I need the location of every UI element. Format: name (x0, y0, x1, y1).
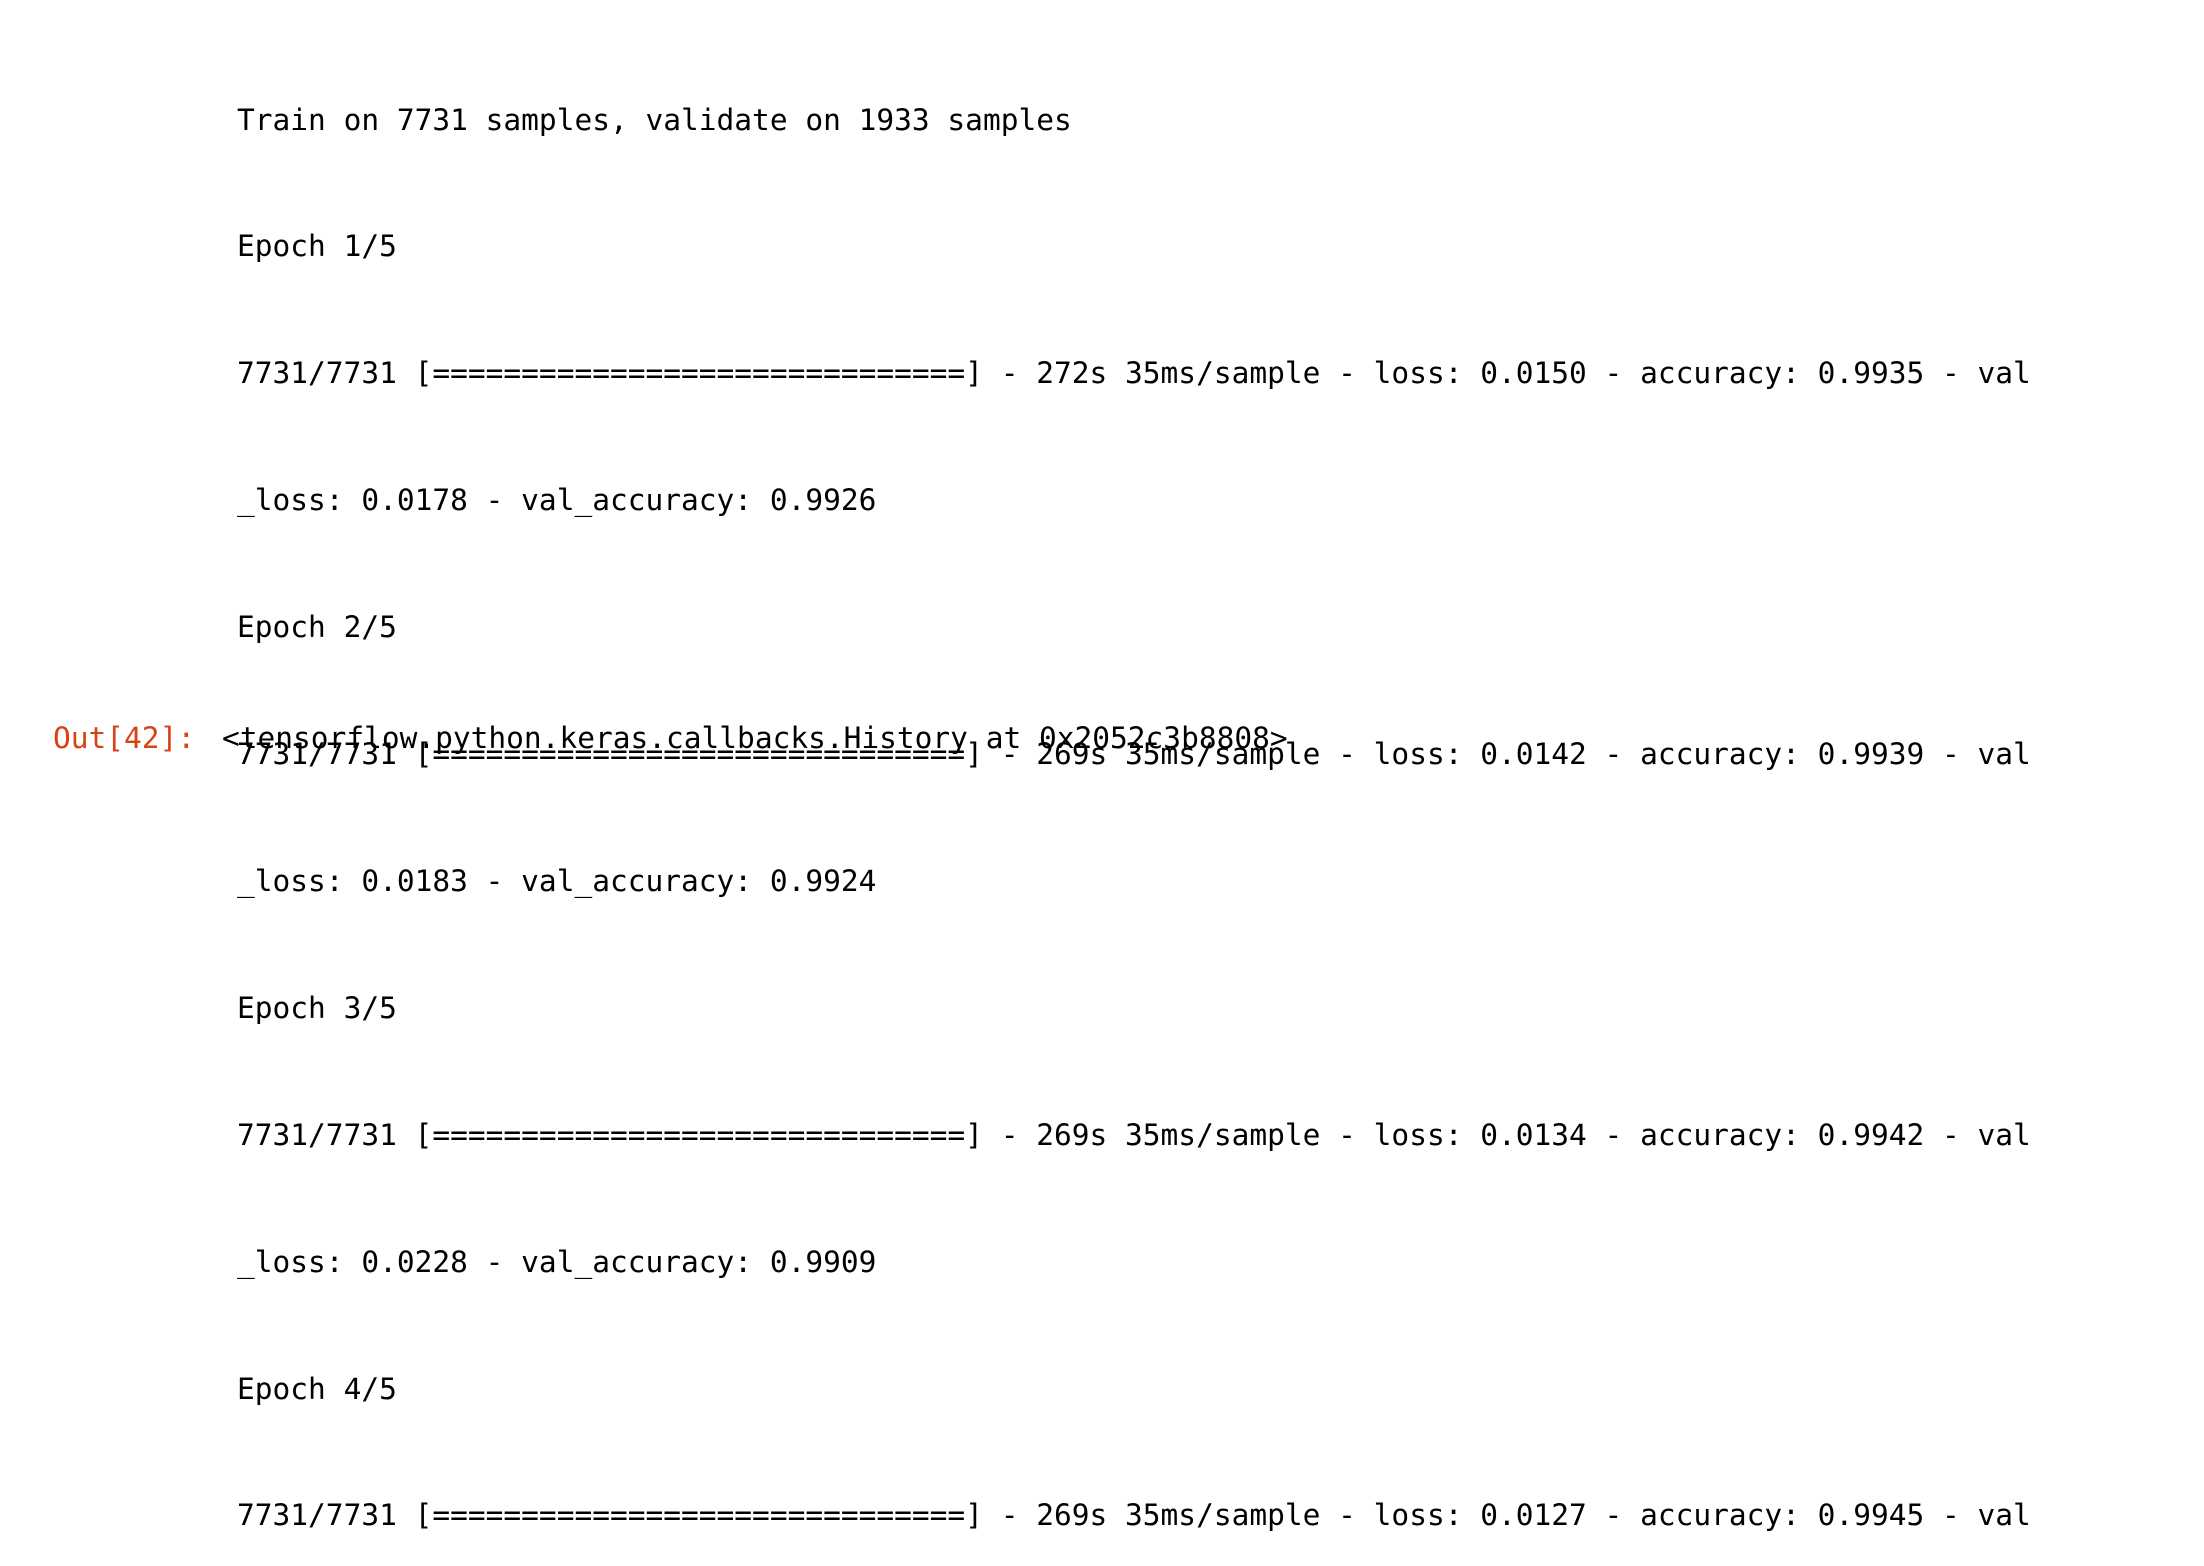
epoch-2-progress-line: 7731/7731 [=============================… (237, 737, 2031, 772)
output-cell: Out[42]: <tensorflow.python.keras.callba… (0, 717, 2204, 759)
epoch-2-metrics-line: _loss: 0.0183 - val_accuracy: 0.9924 (237, 863, 877, 898)
epoch-3-progress-line: 7731/7731 [=============================… (237, 1117, 2031, 1152)
output-prompt: Out[42]: (53, 721, 196, 755)
training-log-output: Train on 7731 samples, validate on 1933 … (237, 14, 2031, 1566)
epoch-1-header: Epoch 1/5 (237, 229, 397, 264)
epoch-2-header: Epoch 2/5 (237, 610, 397, 645)
epoch-3-metrics-line: _loss: 0.0228 - val_accuracy: 0.9909 (237, 1244, 877, 1279)
epoch-1-progress-line: 7731/7731 [=============================… (237, 356, 2031, 391)
epoch-1-metrics-line: _loss: 0.0178 - val_accuracy: 0.9926 (237, 483, 877, 518)
epoch-4-progress-line: 7731/7731 [=============================… (237, 1498, 2031, 1533)
train-summary-line: Train on 7731 samples, validate on 1933 … (237, 102, 1072, 137)
epoch-4-header: Epoch 4/5 (237, 1371, 397, 1406)
epoch-3-header: Epoch 3/5 (237, 990, 397, 1025)
output-result-text[interactable]: <tensorflow.python.keras.callbacks.Histo… (222, 721, 1288, 755)
